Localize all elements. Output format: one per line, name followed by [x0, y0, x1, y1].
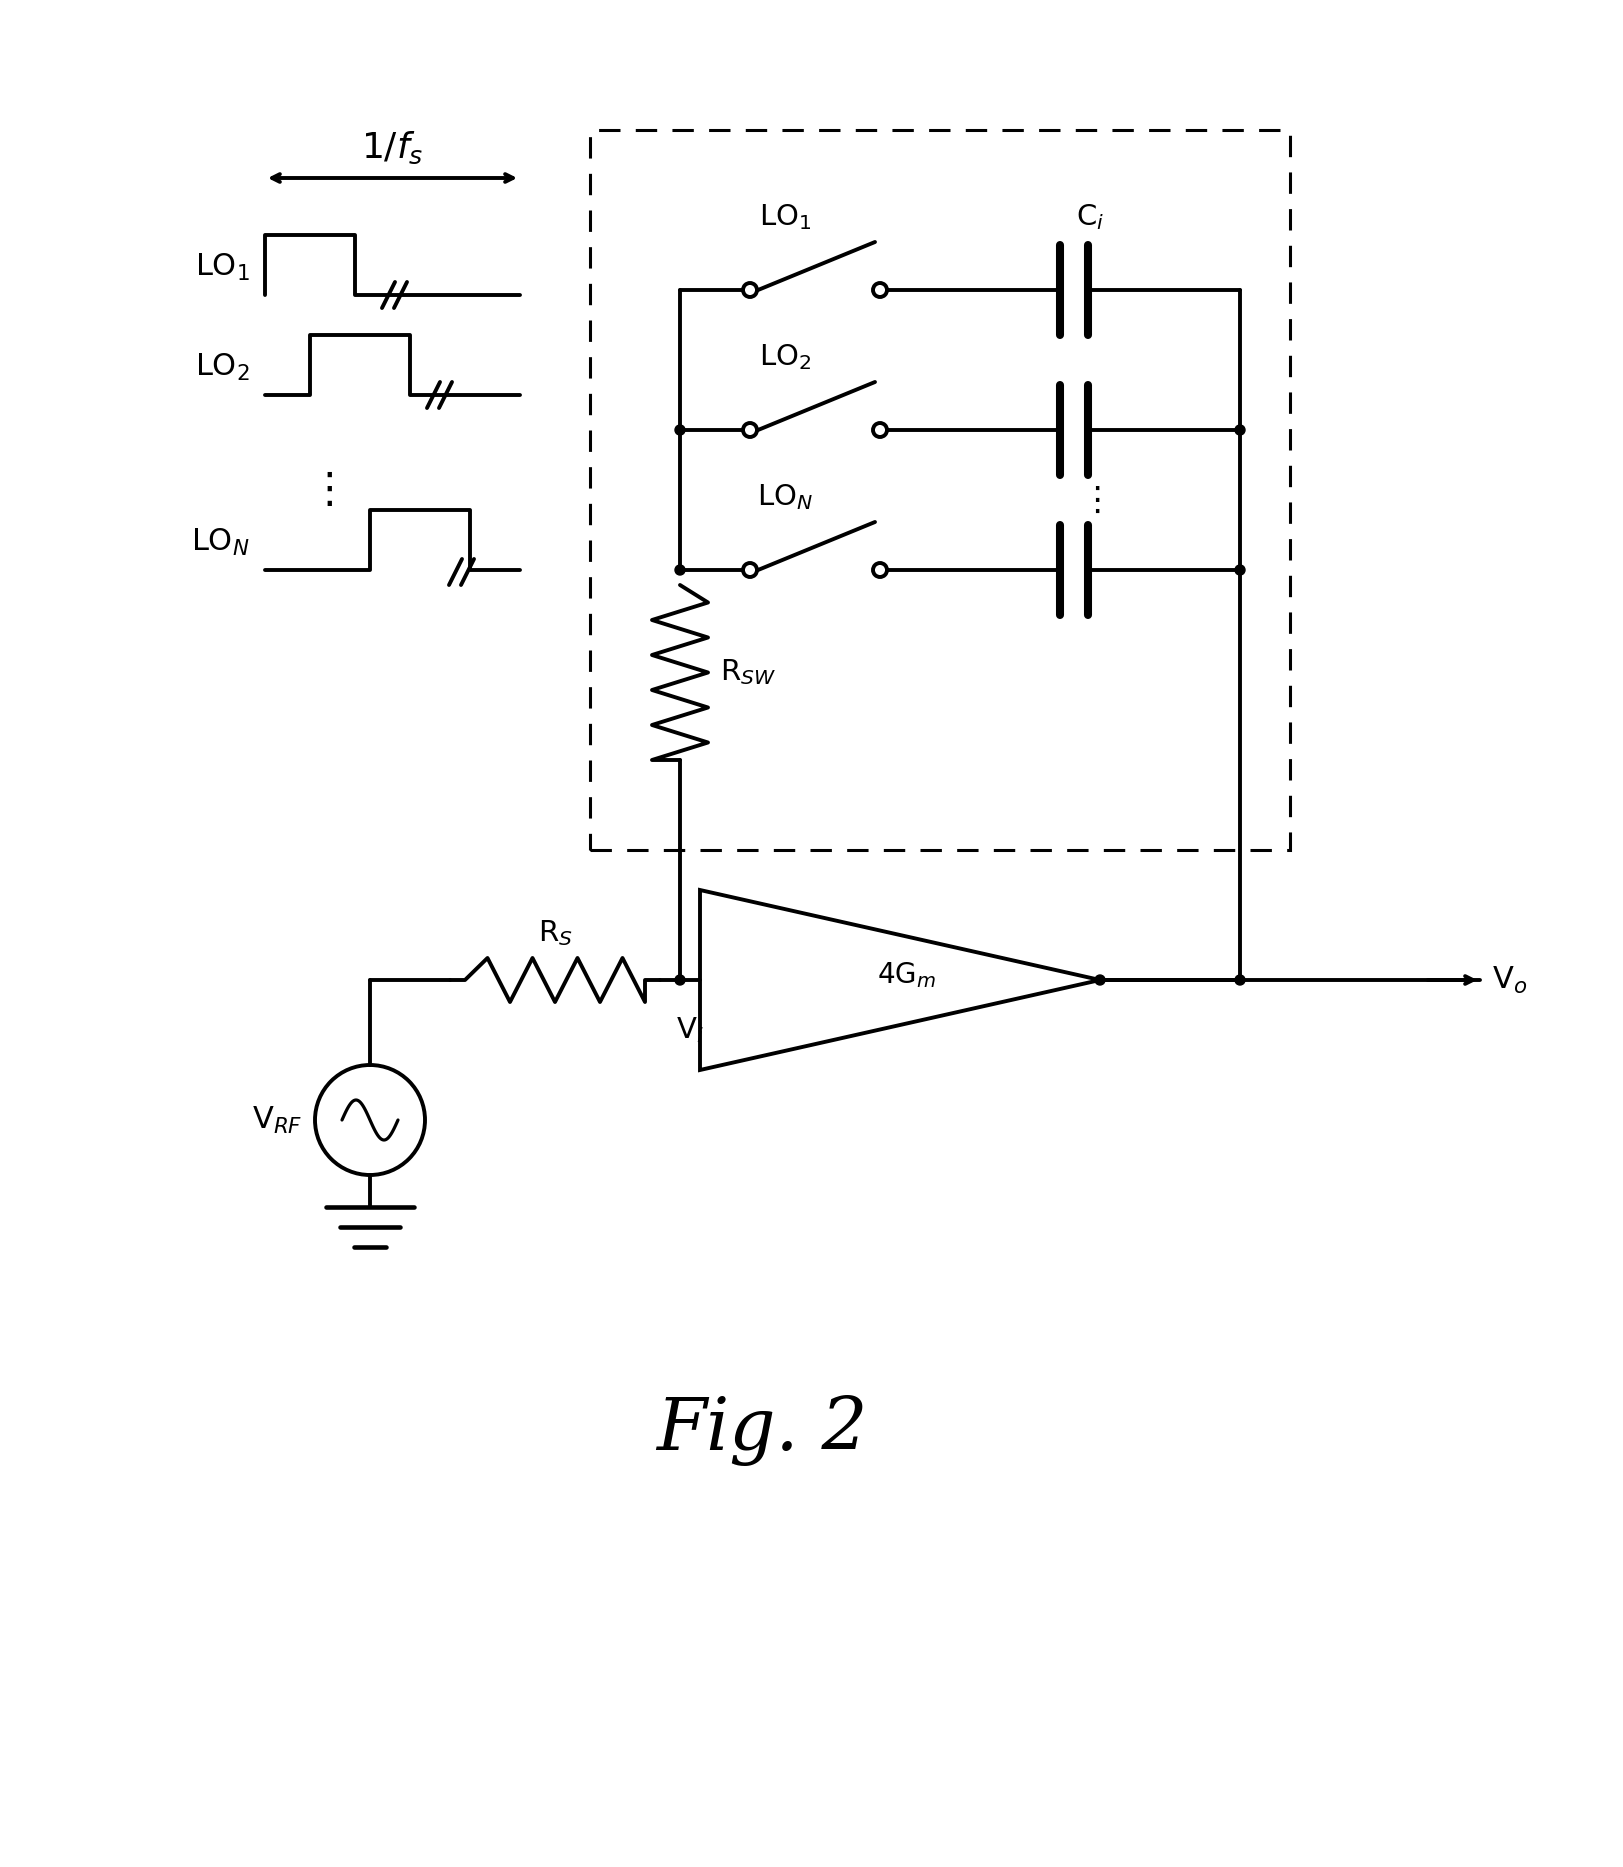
- Circle shape: [873, 564, 886, 577]
- Text: R$_S$: R$_S$: [537, 919, 571, 948]
- Text: LO$_N$: LO$_N$: [756, 482, 813, 512]
- Text: $\vdots$: $\vdots$: [307, 469, 333, 512]
- Text: $1/f_s$: $1/f_s$: [360, 129, 424, 166]
- Circle shape: [873, 284, 886, 297]
- Circle shape: [743, 424, 756, 437]
- Circle shape: [743, 284, 756, 297]
- Text: 4G$_m$: 4G$_m$: [876, 960, 935, 990]
- Text: V$_{RF}$: V$_{RF}$: [252, 1105, 304, 1135]
- Text: LO$_N$: LO$_N$: [192, 526, 250, 558]
- Text: LO$_2$: LO$_2$: [758, 342, 810, 372]
- Bar: [589, 131, 1289, 849]
- Circle shape: [675, 975, 685, 986]
- Text: R$_{SW}$: R$_{SW}$: [719, 657, 776, 687]
- Text: LO$_1$: LO$_1$: [195, 252, 250, 282]
- Circle shape: [1233, 566, 1245, 575]
- Circle shape: [1233, 426, 1245, 435]
- Circle shape: [873, 424, 886, 437]
- Text: LO$_1$: LO$_1$: [758, 202, 812, 232]
- Circle shape: [743, 564, 756, 577]
- Circle shape: [1094, 975, 1104, 986]
- Text: V$_o$: V$_o$: [1492, 965, 1526, 995]
- Text: Fig. 2: Fig. 2: [656, 1395, 867, 1466]
- Circle shape: [675, 426, 685, 435]
- Text: C$_i$: C$_i$: [1076, 202, 1104, 232]
- Circle shape: [675, 566, 685, 575]
- Text: $\vdots$: $\vdots$: [1079, 484, 1099, 517]
- Circle shape: [1233, 975, 1245, 986]
- Text: V$_i$: V$_i$: [675, 1016, 703, 1046]
- Text: LO$_2$: LO$_2$: [195, 351, 250, 383]
